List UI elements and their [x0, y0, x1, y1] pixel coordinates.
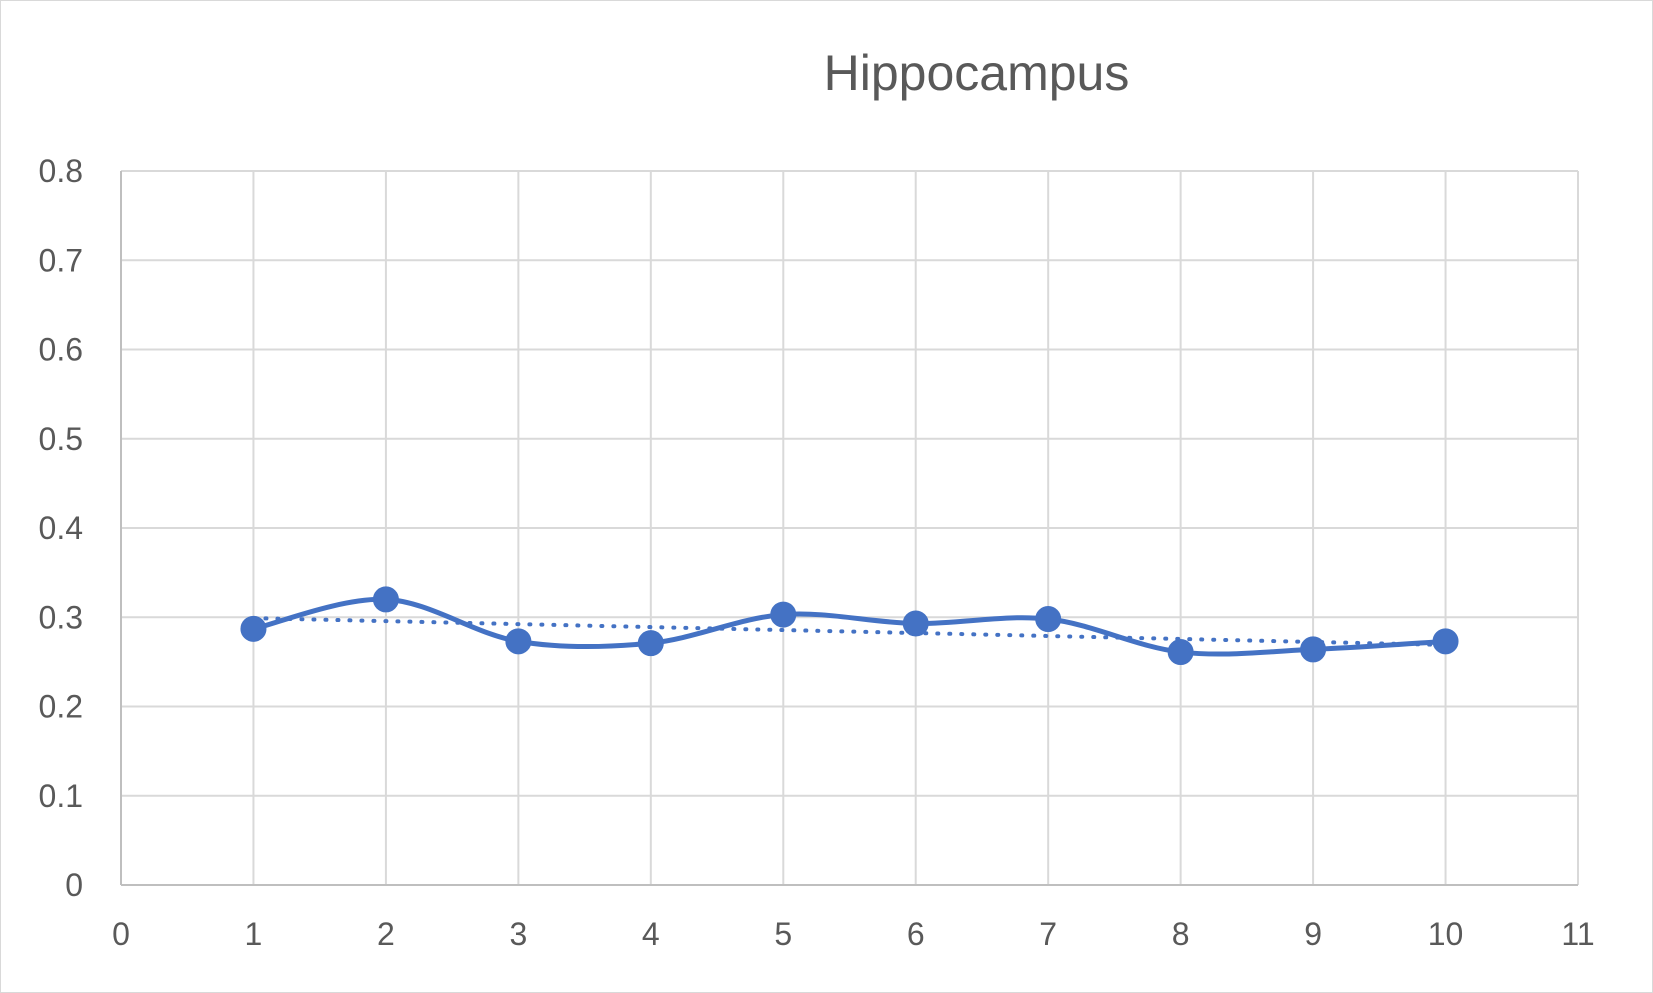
y-tick-label: 0.8 — [39, 153, 83, 189]
x-tick-label: 6 — [907, 916, 925, 952]
x-tick-label: 11 — [1561, 916, 1594, 952]
data-point — [1300, 636, 1327, 663]
series-line — [252, 596, 1446, 657]
x-tick-label: 10 — [1428, 916, 1464, 952]
y-tick-label: 0.4 — [39, 510, 83, 546]
data-point — [902, 610, 929, 637]
data-point — [505, 628, 532, 655]
x-tick-label: 7 — [1039, 916, 1057, 952]
x-tick-label: 4 — [642, 916, 660, 952]
data-point — [1035, 606, 1062, 633]
y-tick-label: 0 — [65, 867, 83, 903]
y-tick-label: 0.2 — [39, 689, 83, 725]
x-tick-label: 3 — [509, 916, 527, 952]
x-tick-label: 2 — [377, 916, 395, 952]
data-point — [1167, 639, 1194, 666]
data-point — [240, 615, 267, 642]
x-tick-label: 9 — [1304, 916, 1322, 952]
y-tick-label: 0.5 — [39, 421, 83, 457]
y-tick-label: 0.6 — [39, 332, 83, 368]
x-tick-label: 0 — [112, 916, 130, 952]
data-point — [372, 586, 399, 613]
y-tick-label: 0.7 — [39, 242, 83, 278]
y-tick-label: 0.1 — [39, 778, 83, 814]
x-tick-label: 5 — [774, 916, 792, 952]
x-tick-label: 1 — [245, 916, 263, 952]
data-point — [1432, 628, 1459, 655]
data-point — [770, 601, 797, 628]
chart-title: Hippocampus — [823, 45, 1130, 101]
data-point — [637, 630, 664, 657]
trendline — [251, 616, 1448, 647]
x-tick-label: 8 — [1172, 916, 1190, 952]
y-tick-label: 0.3 — [39, 599, 83, 635]
